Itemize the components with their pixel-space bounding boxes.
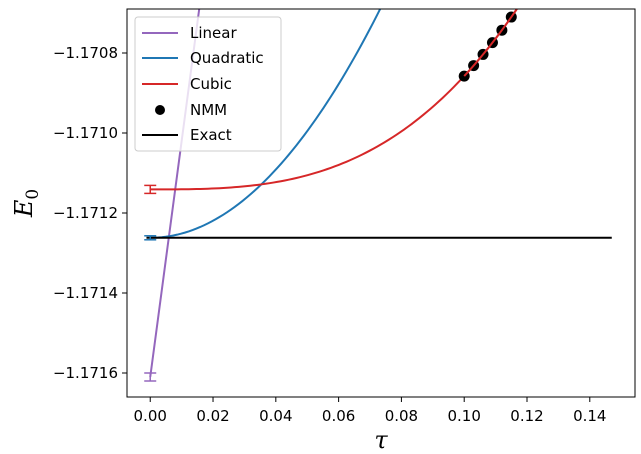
- legend-exact-label: Exact: [190, 126, 232, 144]
- legend-quadratic-label: Quadratic: [190, 49, 264, 67]
- x-tick-label: 0.10: [447, 407, 480, 425]
- legend-frame: [134, 16, 282, 152]
- x-tick-label: 0.00: [134, 407, 167, 425]
- nmm-data-point: [515, 0, 526, 9]
- y-tick-label: −1.1716: [53, 364, 118, 382]
- tick-layer: 0.00 0.02 0.04 0.06 0.08 0.10 0.12 0.14 −1.1716 −…: [53, 44, 607, 425]
- plot-area: [126, 0, 636, 398]
- y-tick-label: −1.1710: [53, 124, 118, 142]
- legend-linear-label: Linear: [190, 24, 237, 42]
- x-tick-label: 0.08: [385, 407, 418, 425]
- x-tick-label: 0.02: [196, 407, 229, 425]
- y-axis-label-main: E: [10, 199, 38, 218]
- y-axis-label: E0: [10, 189, 43, 218]
- extrapolation-error-bar: [144, 372, 157, 382]
- series-layer: [144, 0, 612, 382]
- y-axis-label-subscript: 0: [23, 189, 43, 200]
- legend: Linear Quadratic Cubic NMM Exact: [134, 16, 282, 152]
- quadratic-fit-line: [150, 9, 382, 239]
- x-tick-label: 0.04: [259, 407, 292, 425]
- x-axis-label: τ: [374, 426, 388, 454]
- cubic-fit-line-overlay: [463, 9, 519, 77]
- cubic-fit-line: [150, 9, 519, 191]
- extrapolation-error-bar: [144, 184, 157, 195]
- legend-cubic-label: Cubic: [190, 75, 232, 93]
- legend-nmm-marker: [155, 105, 165, 115]
- extrapolation-error-bar: [144, 235, 157, 241]
- x-tick-label: 0.06: [322, 407, 355, 425]
- x-tick-label: 0.12: [510, 407, 543, 425]
- y-tick-label: −1.1714: [53, 284, 118, 302]
- x-tick-label: 0.14: [573, 407, 606, 425]
- axes-frame: [126, 8, 636, 398]
- y-tick-label: −1.1712: [53, 204, 118, 222]
- legend-nmm-label: NMM: [190, 101, 227, 119]
- y-tick-label: −1.1708: [53, 44, 118, 62]
